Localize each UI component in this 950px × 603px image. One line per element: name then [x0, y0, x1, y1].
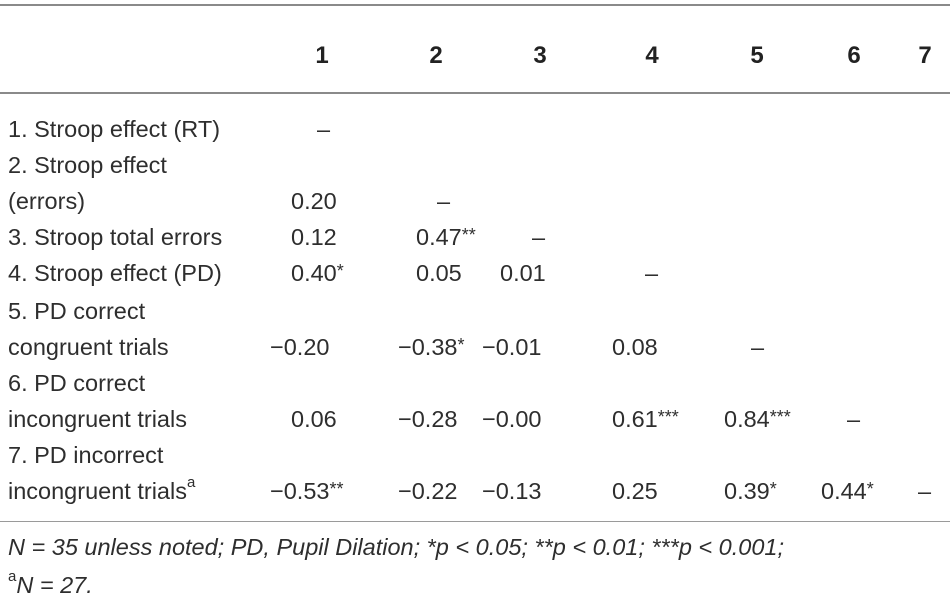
column-header-1: 1 [315, 42, 329, 69]
significance-stars: * [336, 261, 344, 281]
row-label: incongruent trials [8, 406, 187, 432]
significance-stars: ** [329, 479, 344, 499]
table-cell: 0.06 [291, 406, 337, 432]
cell-value: 0.40 [291, 260, 337, 286]
table-cell: 0.61*** [612, 404, 679, 436]
row-label: 2. Stroop effect [8, 152, 167, 178]
row-label: (errors) [8, 188, 86, 214]
table-cell: – [437, 188, 451, 214]
table-cell: 0.39* [724, 476, 777, 508]
footnote-line-2: aN = 27. [8, 568, 93, 600]
column-header-5: 5 [750, 42, 764, 69]
table-cell: −0.53** [270, 476, 343, 508]
footnote-line-1: N = 35 unless noted; PD, Pupil Dilation;… [8, 534, 785, 560]
header-rule [0, 92, 950, 94]
significance-stars: * [769, 479, 777, 499]
column-header-4: 4 [645, 42, 659, 69]
row-label: 5. PD correct [8, 298, 146, 324]
table-cell: 0.44* [821, 476, 874, 508]
column-header-6: 6 [847, 42, 861, 69]
table-cell: 0.25 [612, 478, 658, 504]
row-label-text: incongruent trials [8, 478, 187, 504]
row-label: congruent trials [8, 334, 169, 360]
table-cell: 0.84*** [724, 404, 791, 436]
cell-value: 0.84 [724, 406, 770, 432]
table-cell: – [645, 260, 659, 286]
table-cell: 0.08 [612, 334, 658, 360]
table-cell: 0.12 [291, 224, 337, 250]
footnote-marker: a [186, 474, 196, 492]
table-cell: 0.40* [291, 258, 344, 290]
row-label: 7. PD incorrect [8, 442, 164, 468]
table-cell: 0.47** [416, 222, 476, 254]
significance-stars: * [457, 335, 465, 355]
table-cell: – [751, 334, 765, 360]
cell-value: 0.39 [724, 478, 770, 504]
table-cell: −0.20 [270, 334, 330, 360]
cell-value: −0.53 [270, 478, 330, 504]
row-label: 4. Stroop effect (PD) [8, 260, 222, 286]
significance-stars: *** [769, 407, 791, 427]
cell-value: 0.61 [612, 406, 658, 432]
row-label: 1. Stroop effect (RT) [8, 116, 221, 142]
footnote-marker: a [8, 568, 17, 586]
row-label: incongruent trialsa [8, 474, 196, 506]
table-cell: 0.01 [500, 260, 546, 286]
column-header-2: 2 [429, 42, 443, 69]
table-cell: −0.38* [398, 332, 464, 364]
table-cell: – [532, 224, 546, 250]
significance-stars: ** [461, 225, 476, 245]
footnote-text: N = 27. [16, 572, 93, 598]
table-top-rule [0, 4, 950, 6]
table-cell: – [918, 478, 932, 504]
table-cell: −0.01 [482, 334, 542, 360]
table-cell: −0.22 [398, 478, 458, 504]
column-header-7: 7 [918, 42, 932, 69]
table-cell: 0.05 [416, 260, 462, 286]
significance-stars: * [866, 479, 874, 499]
cell-value: 0.47 [416, 224, 462, 250]
cell-value: −0.38 [398, 334, 458, 360]
table-cell: – [847, 406, 861, 432]
table-cell: −0.00 [482, 406, 542, 432]
table-cell: −0.28 [398, 406, 458, 432]
row-label: 3. Stroop total errors [8, 224, 223, 250]
table-cell: −0.13 [482, 478, 542, 504]
table-cell: 0.20 [291, 188, 337, 214]
bottom-rule [0, 521, 950, 522]
row-label: 6. PD correct [8, 370, 146, 396]
significance-stars: *** [657, 407, 679, 427]
column-header-3: 3 [533, 42, 547, 69]
table-cell: – [317, 116, 331, 142]
cell-value: 0.44 [821, 478, 867, 504]
